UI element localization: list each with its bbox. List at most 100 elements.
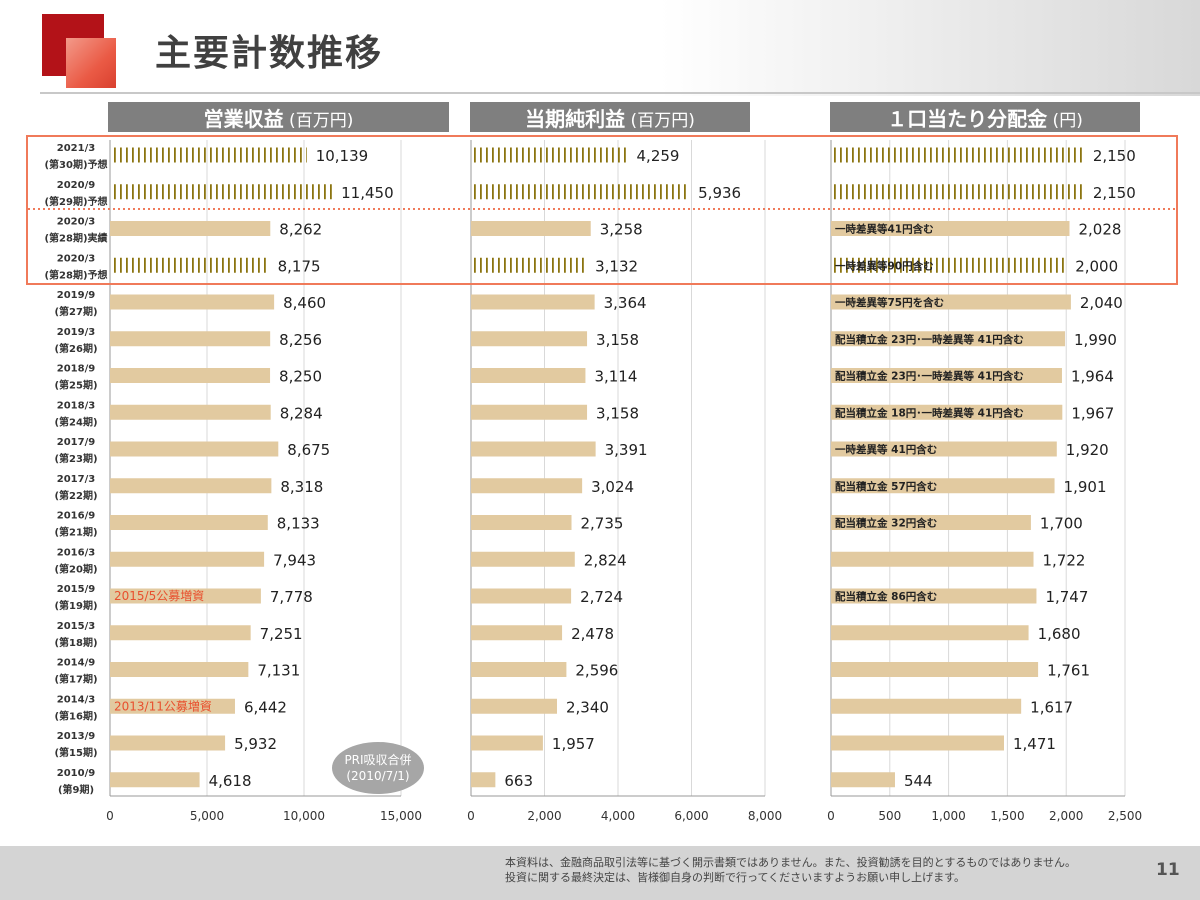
axis-tick-label: 15,000 xyxy=(380,809,422,823)
bar xyxy=(471,588,572,604)
data-label: 8,256 xyxy=(279,331,322,349)
data-label: 2,478 xyxy=(571,625,614,643)
bar xyxy=(831,515,1031,530)
axis-tick-label: 4,000 xyxy=(601,809,635,823)
merger-note-bubble xyxy=(332,742,424,794)
data-label: 2,150 xyxy=(1093,184,1136,202)
bar xyxy=(831,294,1071,310)
period-label-term: (第23期) xyxy=(54,452,97,465)
panel-header-bg xyxy=(830,102,1140,132)
period-label-term: (第20期) xyxy=(54,562,97,575)
data-label: 8,250 xyxy=(279,368,322,386)
bar xyxy=(110,478,272,494)
panel-header-bg xyxy=(108,102,449,132)
bar xyxy=(831,588,1037,604)
bar-annotation: 一時差異等75円を含む xyxy=(835,296,944,309)
axis-tick-label: 1,000 xyxy=(931,809,965,823)
data-label: 2,000 xyxy=(1075,257,1118,275)
period-label-term: (第28期)実績 xyxy=(44,232,107,245)
bar xyxy=(110,735,226,751)
panel-unit: (百万円) xyxy=(284,111,354,131)
bar xyxy=(471,441,596,457)
bar xyxy=(471,147,628,163)
bar xyxy=(471,735,543,751)
data-label: 3,391 xyxy=(605,441,648,459)
period-label-date: 2017/9 xyxy=(57,437,95,448)
bar xyxy=(471,625,563,641)
period-label-term: (第9期) xyxy=(58,783,94,796)
bar xyxy=(110,184,333,200)
disclaimer-line-1: 本資料は、金融商品取引法等に基づく開示書類ではありません。また、投資勧誘を目的と… xyxy=(505,856,1077,869)
header-underline xyxy=(40,92,1200,94)
period-label-term: (第29期)予想 xyxy=(44,195,107,208)
bar xyxy=(831,257,1067,273)
data-label: 3,158 xyxy=(596,404,639,422)
data-label: 5,932 xyxy=(234,735,277,753)
bar xyxy=(831,735,1004,751)
forecast-highlight-box xyxy=(26,135,1178,285)
data-label: 8,318 xyxy=(280,478,323,496)
bar xyxy=(831,551,1034,567)
panel-title: 当期純利益 xyxy=(525,107,625,131)
merger-note-line-2: (2010/7/1) xyxy=(346,769,409,783)
period-label-date: 2014/3 xyxy=(57,694,95,705)
bar-annotation: 配当積立金 32円含む xyxy=(835,517,937,530)
data-label: 7,131 xyxy=(257,662,300,680)
period-label-term: (第25期) xyxy=(54,379,97,392)
data-label: 1,722 xyxy=(1043,551,1086,569)
bar xyxy=(831,441,1057,457)
data-label: 1,700 xyxy=(1040,515,1083,533)
data-label: 3,024 xyxy=(591,478,634,496)
data-label: 2,596 xyxy=(575,662,618,680)
axis-tick-label: 0 xyxy=(106,809,114,823)
axis-tick-label: 0 xyxy=(467,809,475,823)
data-label: 1,471 xyxy=(1013,735,1056,753)
period-label-date: 2020/3 xyxy=(57,253,95,264)
period-label-date: 2016/3 xyxy=(57,547,95,558)
bar-annotation: 配当積立金 86円含む xyxy=(835,590,937,603)
bar xyxy=(831,772,895,788)
data-label: 3,158 xyxy=(596,331,639,349)
period-label-date: 2015/9 xyxy=(57,584,95,595)
period-label-date: 2019/3 xyxy=(57,327,95,338)
bar xyxy=(110,147,307,163)
data-label: 2,340 xyxy=(566,698,609,716)
axis-tick-label: 10,000 xyxy=(283,809,325,823)
data-label: 8,133 xyxy=(277,515,320,533)
bar xyxy=(471,404,588,420)
bar xyxy=(831,184,1084,200)
axis-tick-label: 5,000 xyxy=(190,809,224,823)
axis-tick-label: 6,000 xyxy=(674,809,708,823)
bar xyxy=(471,478,583,494)
bar xyxy=(831,147,1084,163)
panel-header-title: 営業収益 (百万円) xyxy=(204,107,354,131)
axis-tick-label: 0 xyxy=(827,809,835,823)
bar xyxy=(831,221,1070,236)
data-label: 2,028 xyxy=(1078,221,1121,239)
bar xyxy=(471,772,496,788)
period-label-term: (第27期) xyxy=(54,305,97,318)
bar xyxy=(110,698,235,714)
period-label-date: 2018/3 xyxy=(57,400,95,411)
axis-tick-label: 2,000 xyxy=(527,809,561,823)
data-label: 4,259 xyxy=(637,147,680,165)
data-label: 5,936 xyxy=(698,184,741,202)
bar xyxy=(471,184,690,200)
bar-annotation: 配当積立金 23円･一時差異等 41円含む xyxy=(835,333,1024,346)
bar xyxy=(110,404,271,420)
period-label-date: 2016/9 xyxy=(57,511,95,522)
data-label: 1,617 xyxy=(1030,698,1073,716)
data-label: 1,747 xyxy=(1045,588,1088,606)
data-label: 1,957 xyxy=(552,735,595,753)
bar-annotation: 一時差異等41円含む xyxy=(835,223,934,236)
axis-tick-label: 8,000 xyxy=(748,809,782,823)
data-label: 3,132 xyxy=(595,257,638,275)
period-label-date: 2014/9 xyxy=(57,658,95,669)
bar xyxy=(831,625,1029,641)
bar-annotation: 2013/11公募増資 xyxy=(114,699,212,713)
data-label: 6,442 xyxy=(244,698,287,716)
data-label: 4,618 xyxy=(209,772,252,790)
axis-tick-label: 500 xyxy=(878,809,901,823)
data-label: 8,175 xyxy=(278,257,321,275)
axis-tick-label: 2,000 xyxy=(1049,809,1083,823)
